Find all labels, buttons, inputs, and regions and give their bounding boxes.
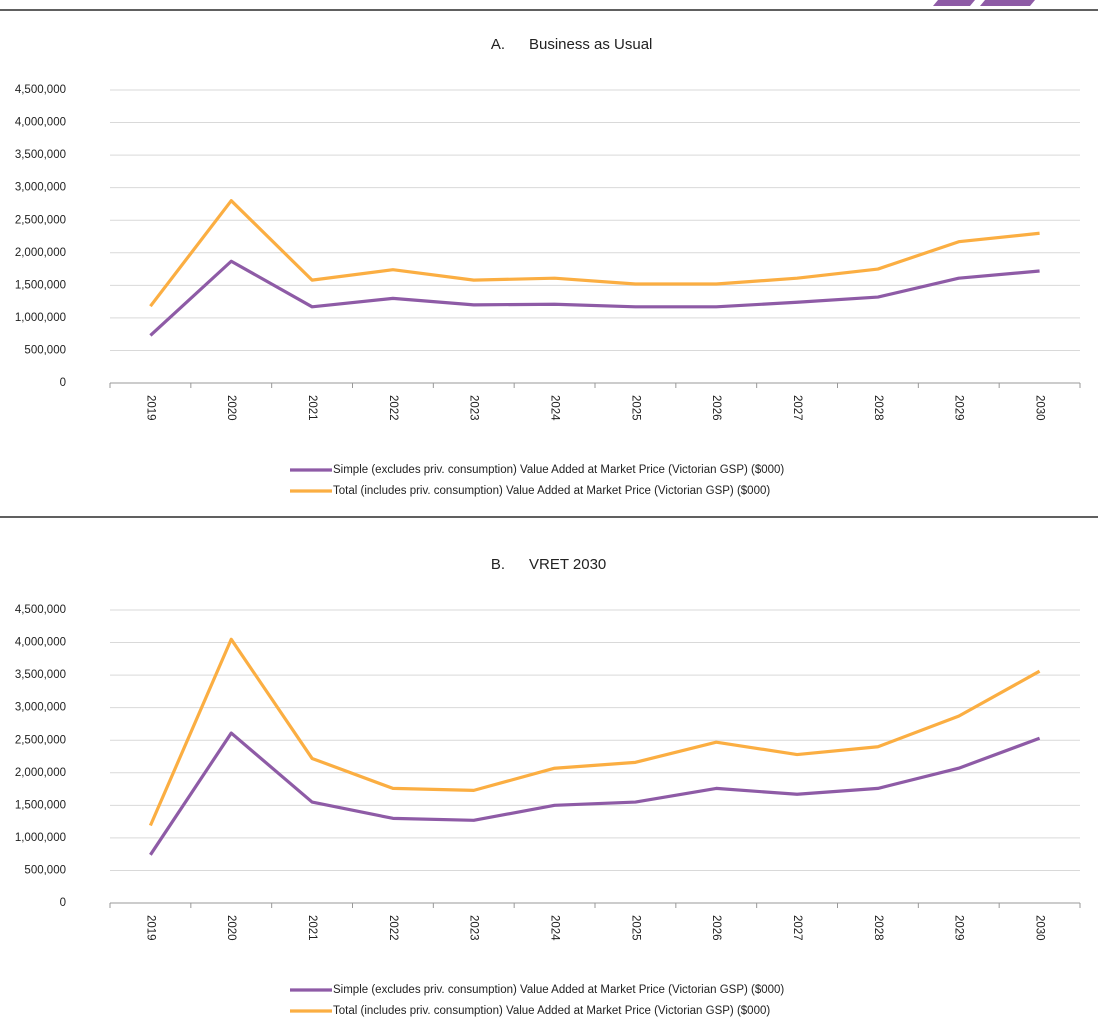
x-tick-label: 2020 bbox=[225, 395, 237, 421]
data-line bbox=[148, 637, 1041, 827]
panel-label: A. bbox=[491, 36, 505, 53]
legend-label: Total (includes priv. consumption) Value… bbox=[333, 1005, 770, 1017]
legend-label: Total (includes priv. consumption) Value… bbox=[333, 485, 770, 497]
y-tick-label: 1,000,000 bbox=[15, 832, 66, 844]
x-tick-label: 2027 bbox=[791, 915, 803, 941]
y-tick-label: 1,500,000 bbox=[15, 799, 66, 811]
x-tick-label: 2027 bbox=[791, 395, 803, 421]
y-tick-label: 4,000,000 bbox=[15, 637, 66, 649]
x-tick-label: 2019 bbox=[144, 395, 156, 421]
legend-label: Simple (excludes priv. consumption) Valu… bbox=[333, 464, 784, 476]
y-tick-label: 2,000,000 bbox=[15, 767, 66, 779]
x-tick-label: 2025 bbox=[629, 395, 641, 421]
x-tick-label: 2020 bbox=[225, 915, 237, 941]
x-tick-label: 2029 bbox=[953, 395, 965, 421]
data-line bbox=[149, 259, 1040, 337]
chart-title: Business as Usual bbox=[529, 36, 652, 53]
panel-label: B. bbox=[491, 556, 505, 573]
y-tick-label: 3,000,000 bbox=[15, 182, 66, 194]
y-tick-label: 0 bbox=[60, 377, 66, 389]
x-tick-label: 2023 bbox=[468, 395, 480, 421]
x-tick-label: 2025 bbox=[629, 915, 641, 941]
y-tick-label: 2,500,000 bbox=[15, 734, 66, 746]
x-tick-label: 2024 bbox=[549, 915, 561, 941]
x-tick-label: 2030 bbox=[1034, 915, 1046, 941]
logo bbox=[933, 0, 975, 6]
y-tick-label: 3,500,000 bbox=[15, 149, 66, 161]
y-tick-label: 2,500,000 bbox=[15, 214, 66, 226]
x-tick-label: 2023 bbox=[468, 915, 480, 941]
y-tick-label: 4,500,000 bbox=[15, 84, 66, 96]
y-tick-label: 4,500,000 bbox=[15, 604, 66, 616]
x-tick-label: 2028 bbox=[872, 395, 884, 421]
logo bbox=[980, 0, 1035, 6]
y-tick-label: 1,000,000 bbox=[15, 312, 66, 324]
y-tick-label: 500,000 bbox=[24, 864, 66, 876]
y-tick-label: 4,000,000 bbox=[15, 117, 66, 129]
x-tick-label: 2021 bbox=[306, 915, 318, 941]
y-tick-label: 3,500,000 bbox=[15, 669, 66, 681]
x-tick-label: 2029 bbox=[953, 915, 965, 941]
legend-label: Simple (excludes priv. consumption) Valu… bbox=[333, 984, 784, 996]
x-tick-label: 2026 bbox=[710, 915, 722, 941]
y-tick-label: 2,000,000 bbox=[15, 247, 66, 259]
x-tick-label: 2026 bbox=[710, 395, 722, 421]
chart-title: VRET 2030 bbox=[529, 556, 606, 573]
x-tick-label: 2019 bbox=[144, 915, 156, 941]
x-tick-label: 2028 bbox=[872, 915, 884, 941]
data-line bbox=[149, 731, 1041, 856]
x-tick-label: 2022 bbox=[387, 915, 399, 941]
x-tick-label: 2022 bbox=[387, 395, 399, 421]
y-tick-label: 500,000 bbox=[24, 344, 66, 356]
x-tick-label: 2024 bbox=[549, 395, 561, 421]
x-tick-label: 2030 bbox=[1034, 395, 1046, 421]
data-line bbox=[149, 199, 1040, 308]
y-tick-label: 1,500,000 bbox=[15, 279, 66, 291]
y-tick-label: 0 bbox=[60, 897, 66, 909]
x-tick-label: 2021 bbox=[306, 395, 318, 421]
y-tick-label: 3,000,000 bbox=[15, 702, 66, 714]
